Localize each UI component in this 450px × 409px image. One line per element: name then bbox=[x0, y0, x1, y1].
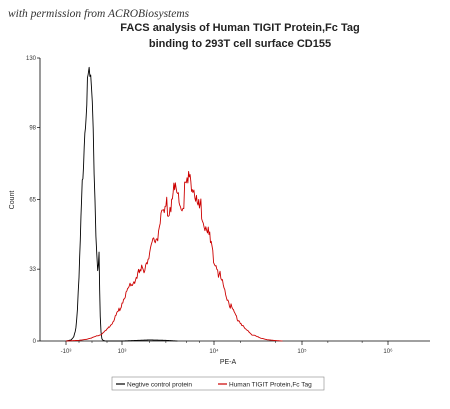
y-axis-label: Count bbox=[9, 191, 16, 210]
y-tick-label: 0 bbox=[33, 339, 37, 345]
x-tick-label: -10³ bbox=[61, 349, 72, 355]
legend-label-1: Negtive control protein bbox=[127, 382, 192, 389]
watermark: with permission from ACROBiosystems bbox=[8, 8, 190, 20]
y-tick-label: 65 bbox=[29, 198, 36, 204]
series-line-1 bbox=[65, 66, 178, 342]
series-line-2 bbox=[65, 170, 283, 342]
y-tick-label: 98 bbox=[29, 126, 36, 132]
x-tick-label: 10⁵ bbox=[297, 348, 307, 355]
chart-title-line-1: FACS analysis of Human TIGIT Protein,Fc … bbox=[120, 22, 360, 34]
chart-title-line-2: binding to 293T cell surface CD155 bbox=[148, 38, 332, 50]
x-tick-label: 10⁴ bbox=[209, 348, 219, 355]
chart-legend: Negtive control protein Human TIGIT Prote… bbox=[111, 376, 325, 391]
legend-label-2: Human TIGIT Protein,Fc Tag bbox=[229, 382, 312, 389]
x-axis-label: PE-A bbox=[220, 359, 237, 366]
x-tick-label: 10⁶ bbox=[383, 348, 393, 355]
series-layer bbox=[65, 66, 283, 342]
y-tick-label: 33 bbox=[29, 267, 36, 273]
x-tick-label: 10³ bbox=[118, 349, 127, 355]
y-axis-ticks: 0 33 65 98 130 bbox=[26, 56, 40, 345]
y-tick-label: 130 bbox=[26, 56, 37, 62]
chart-axes bbox=[39, 58, 430, 342]
x-axis-ticks: -10³ 10³ 10⁴ 10⁵ 10⁶ bbox=[61, 341, 393, 355]
